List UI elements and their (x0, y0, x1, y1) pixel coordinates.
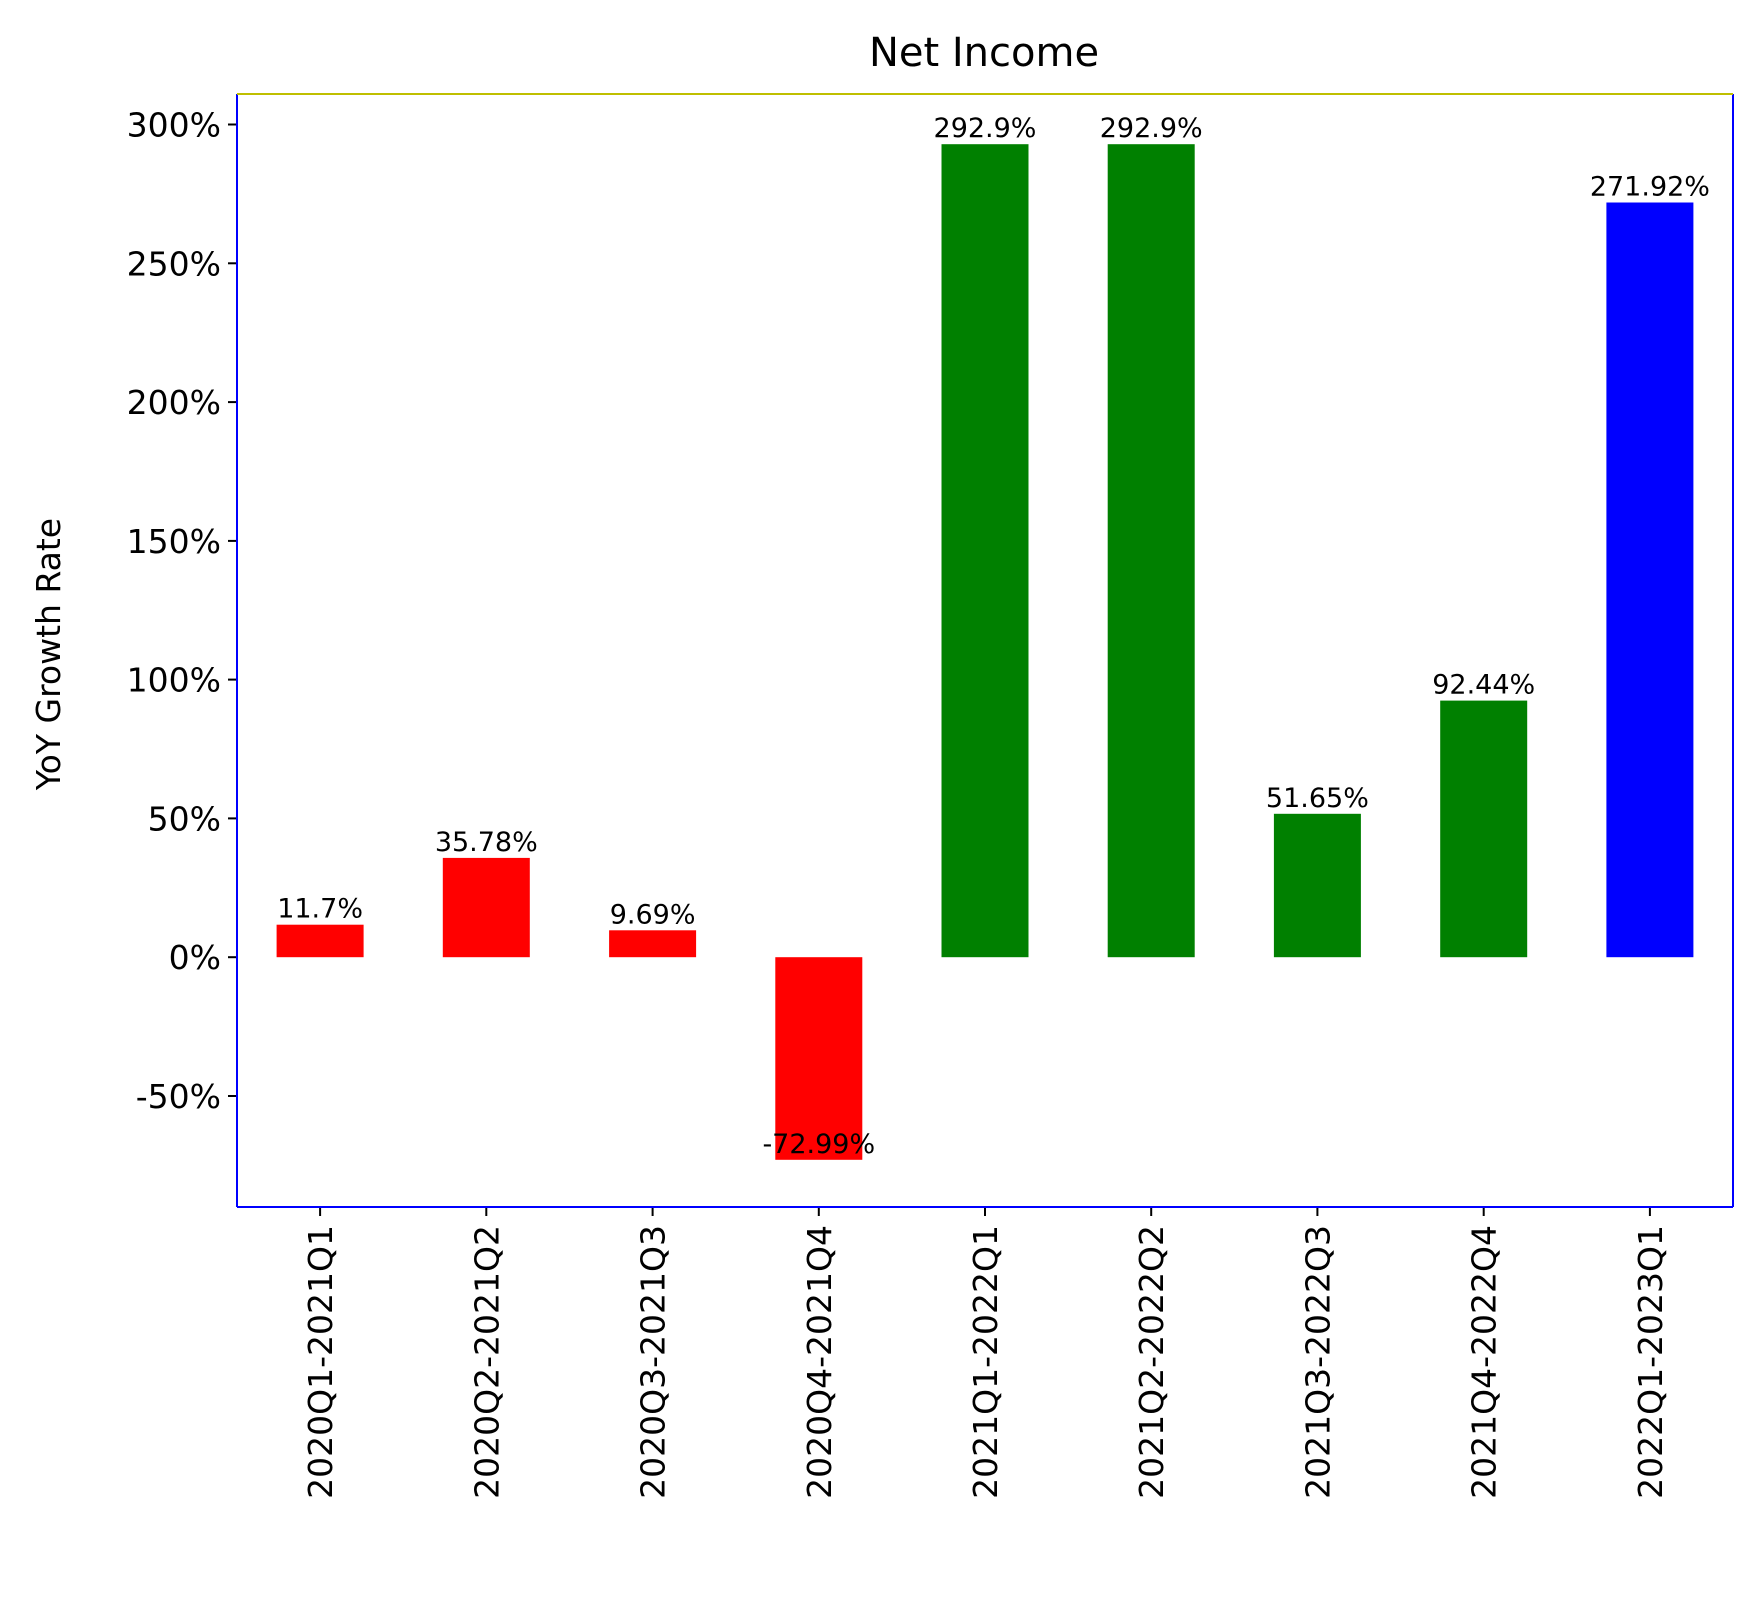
x-axis: 2020Q1-2021Q1 2020Q2-2021Q2 2020Q3-2021Q3 2… (301, 1207, 1670, 1499)
data-label-2022Q1-2023Q1: 271.92% (1590, 172, 1710, 203)
x-tick-label: 2021Q3-2022Q3 (1298, 1225, 1337, 1499)
x-tick-label: 2020Q1-2021Q1 (301, 1225, 340, 1499)
y-tick-label: 200% (127, 383, 221, 422)
data-label-2021Q3-2022Q3: 51.65% (1266, 783, 1369, 814)
x-tick-label: 2022Q1-2023Q1 (1631, 1225, 1670, 1499)
data-label-2021Q2-2022Q2: 292.9% (1100, 113, 1203, 144)
plot-frame (236, 93, 1734, 1208)
y-axis-label: YoY Growth Rate (29, 518, 68, 791)
data-label-2020Q1-2021Q1: 11.7% (277, 894, 363, 925)
y-tick-label: 300% (127, 106, 221, 145)
data-label-2021Q4-2022Q4: 92.44% (1432, 670, 1535, 701)
x-tick-label: 2021Q2-2022Q2 (1132, 1225, 1171, 1499)
data-label-2020Q3-2021Q3: 9.69% (610, 899, 696, 930)
data-label-2020Q4-2021Q4: -72.99% (762, 1129, 875, 1160)
y-tick-label: -50% (136, 1077, 221, 1116)
bar-2020Q2-2021Q2 (442, 857, 530, 958)
bar-2021Q3-2022Q3 (1273, 813, 1361, 958)
bar-2021Q4-2022Q4 (1440, 700, 1528, 958)
bar-2022Q1-2023Q1 (1606, 202, 1694, 958)
y-tick-label: 150% (127, 522, 221, 561)
y-axis: -50% 0% 50% 100% 150% 200% 250% 300% (127, 106, 237, 1116)
bar-2021Q2-2022Q2 (1107, 144, 1195, 958)
bar-2020Q1-2021Q1 (276, 924, 364, 958)
bar-2021Q1-2022Q1 (941, 144, 1029, 958)
data-label-2021Q1-2022Q1: 292.9% (934, 113, 1037, 144)
x-tick-label: 2020Q3-2021Q3 (634, 1225, 673, 1499)
data-labels-group: 11.7% 35.78% 9.69% -72.99% 292.9% 292.9% 51.65… (277, 113, 1710, 1160)
x-tick-label: 2020Q4-2021Q4 (800, 1225, 839, 1499)
y-tick-label: 100% (127, 661, 221, 700)
x-tick-label: 2021Q1-2022Q1 (966, 1225, 1005, 1499)
data-label-2020Q2-2021Q2: 35.78% (435, 827, 538, 858)
y-tick-label: 0% (169, 938, 221, 977)
x-tick-label: 2021Q4-2022Q4 (1465, 1225, 1504, 1499)
bar-2020Q4-2021Q4 (775, 957, 863, 1160)
x-tick-label: 2020Q2-2021Q2 (467, 1225, 506, 1499)
y-tick-label: 50% (148, 799, 221, 838)
bar-2020Q3-2021Q3 (609, 930, 697, 958)
chart-title: Net Income (869, 30, 1099, 76)
bars-group (276, 144, 1694, 1160)
y-tick-label: 250% (127, 244, 221, 283)
